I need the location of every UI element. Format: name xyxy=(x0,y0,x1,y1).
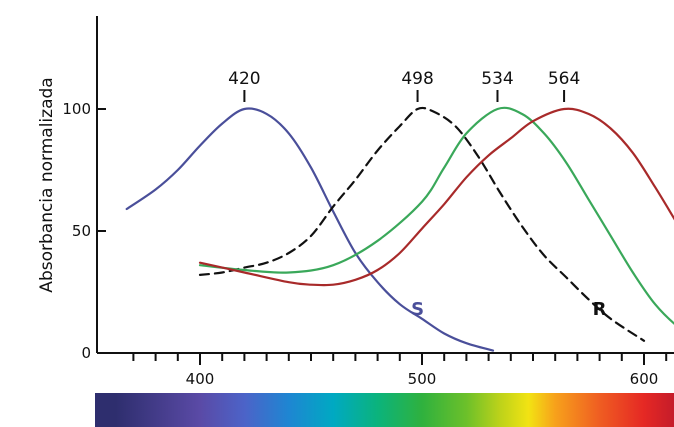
peak-markers: 420 498 534 564 xyxy=(228,69,580,102)
series-line-r xyxy=(198,106,646,342)
y-tick-label: 100 xyxy=(62,100,91,118)
x-tick-label: 500 xyxy=(408,370,437,388)
series-layer xyxy=(125,106,674,352)
series-label-r: R xyxy=(593,299,607,320)
x-axis: 40050060070 xyxy=(97,352,674,388)
y-tick-label: 0 xyxy=(81,344,91,362)
series-line-l xyxy=(198,107,674,287)
series-line-m xyxy=(198,106,674,325)
peak-label: 420 xyxy=(228,69,260,89)
visible-spectrum-bar xyxy=(95,393,674,427)
series-label-s: S xyxy=(411,299,424,320)
y-axis: 0 50 100 xyxy=(62,16,106,362)
series-line-s xyxy=(125,107,495,352)
peak-label: 534 xyxy=(481,69,513,89)
y-axis-label: Absorbancia normalizada xyxy=(37,77,57,292)
y-tick-label: 50 xyxy=(72,222,91,240)
peak-label: 564 xyxy=(548,69,580,89)
x-tick-label: 600 xyxy=(630,370,659,388)
x-tick-label: 400 xyxy=(186,370,215,388)
peak-label: 498 xyxy=(401,69,433,89)
series-labels: SRML xyxy=(411,299,607,320)
